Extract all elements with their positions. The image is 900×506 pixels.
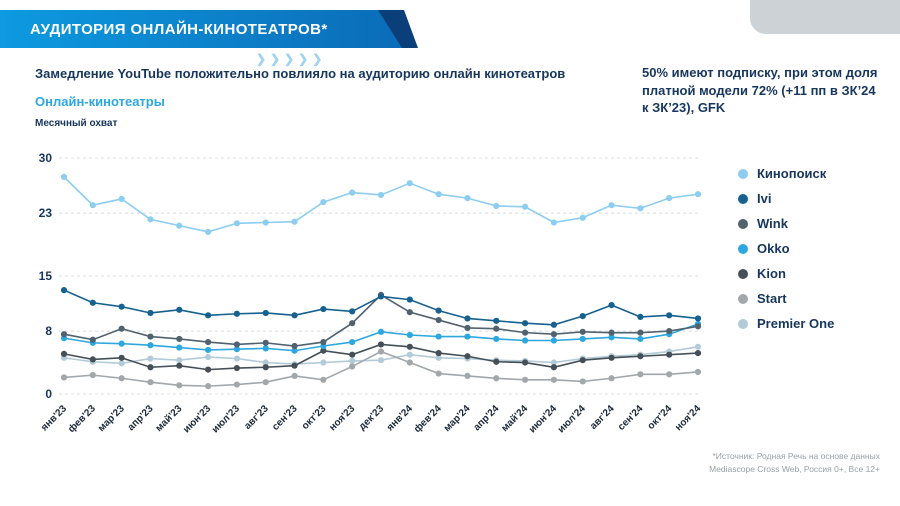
svg-text:май'23: май'23 [154, 403, 185, 434]
svg-text:мар'24: мар'24 [442, 403, 473, 434]
footnote-line-2: Mediascope Cross Web, Россия 0+, Все 12+ [709, 464, 880, 475]
svg-text:июл'23: июл'23 [210, 403, 242, 435]
svg-text:фев'23: фев'23 [66, 402, 99, 435]
legend-item: Wink [738, 216, 834, 231]
legend-item: Okko [738, 241, 834, 256]
svg-text:окт'23: окт'23 [300, 403, 329, 432]
legend-item: Кинопоиск [738, 166, 834, 181]
svg-text:23: 23 [39, 206, 53, 220]
svg-text:янв'23: янв'23 [39, 403, 69, 433]
corner-decoration [750, 0, 900, 34]
legend-color-dot [738, 168, 748, 179]
svg-text:июн'23: июн'23 [181, 403, 213, 435]
svg-text:сен'23: сен'23 [270, 403, 300, 433]
legend-label: Ivi [757, 191, 772, 206]
chart-metric-label: Месячный охват [35, 118, 118, 129]
svg-text:ноя'23: ноя'23 [327, 403, 357, 433]
svg-text:фев'24: фев'24 [411, 402, 444, 435]
legend-label: Kion [757, 266, 786, 281]
legend-color-dot [738, 318, 748, 329]
legend-color-dot [738, 193, 748, 204]
svg-text:авг'24: авг'24 [588, 403, 617, 432]
svg-text:15: 15 [39, 269, 53, 283]
source-footnote: *Источник: Родная Речь на основе данных … [709, 450, 880, 476]
legend-color-dot [738, 218, 748, 229]
svg-text:июл'24: июл'24 [556, 403, 588, 435]
legend-label: Кинопоиск [757, 166, 827, 181]
legend-label: Wink [757, 216, 788, 231]
svg-text:окт'24: окт'24 [646, 403, 675, 432]
page-title: АУДИТОРИЯ ОНЛАЙН-КИНОТЕАТРОВ* [30, 20, 328, 38]
legend-item: Ivi [738, 191, 834, 206]
legend-color-dot [738, 243, 748, 254]
svg-text:0: 0 [45, 387, 52, 401]
chart-area: 0 8 15 23 30 янв'23 фев'23 мар'23 апр'23 май'23 ию… [22, 140, 722, 470]
legend-color-dot [738, 268, 748, 279]
chart-legend: Кинопоиск Ivi Wink Okko Kion Start Premier One [738, 166, 834, 331]
svg-text:апр'23: апр'23 [126, 403, 156, 433]
svg-text:сен'24: сен'24 [616, 403, 646, 433]
title-banner: АУДИТОРИЯ ОНЛАЙН-КИНОТЕАТРОВ* [0, 10, 402, 48]
legend-item: Premier One [738, 316, 834, 331]
legend-label: Okko [757, 241, 790, 256]
legend-label: Premier One [757, 316, 835, 331]
line-chart: 08152330янв'23фев'23мар'23апр'23май'23ию… [39, 151, 704, 435]
svg-text:ноя'24: ноя'24 [673, 403, 703, 433]
subscription-note: 50% имеют подписку, при этом доля платно… [642, 65, 878, 116]
svg-text:янв'24: янв'24 [385, 403, 415, 433]
chevron-arrows-icon: ❯❯❯❯❯ [256, 52, 327, 66]
legend-label: Start [757, 291, 787, 306]
slide-subtitle: Замедление YouTube положительно повлияло… [35, 66, 566, 81]
legend-item: Kion [738, 266, 834, 281]
svg-text:май'24: май'24 [499, 403, 530, 434]
svg-text:апр'24: апр'24 [472, 403, 502, 433]
svg-text:дек'23: дек'23 [357, 403, 387, 433]
legend-color-dot [738, 293, 748, 304]
svg-text:июн'24: июн'24 [527, 403, 559, 435]
footnote-line-1: *Источник: Родная Речь на основе данных [712, 451, 880, 461]
svg-text:мар'23: мар'23 [96, 403, 127, 434]
svg-text:8: 8 [45, 324, 52, 338]
legend-item: Start [738, 291, 834, 306]
chart-section-title: Онлайн-кинотеатры [35, 94, 165, 109]
svg-text:авг'23: авг'23 [242, 403, 271, 432]
svg-text:30: 30 [39, 151, 53, 165]
